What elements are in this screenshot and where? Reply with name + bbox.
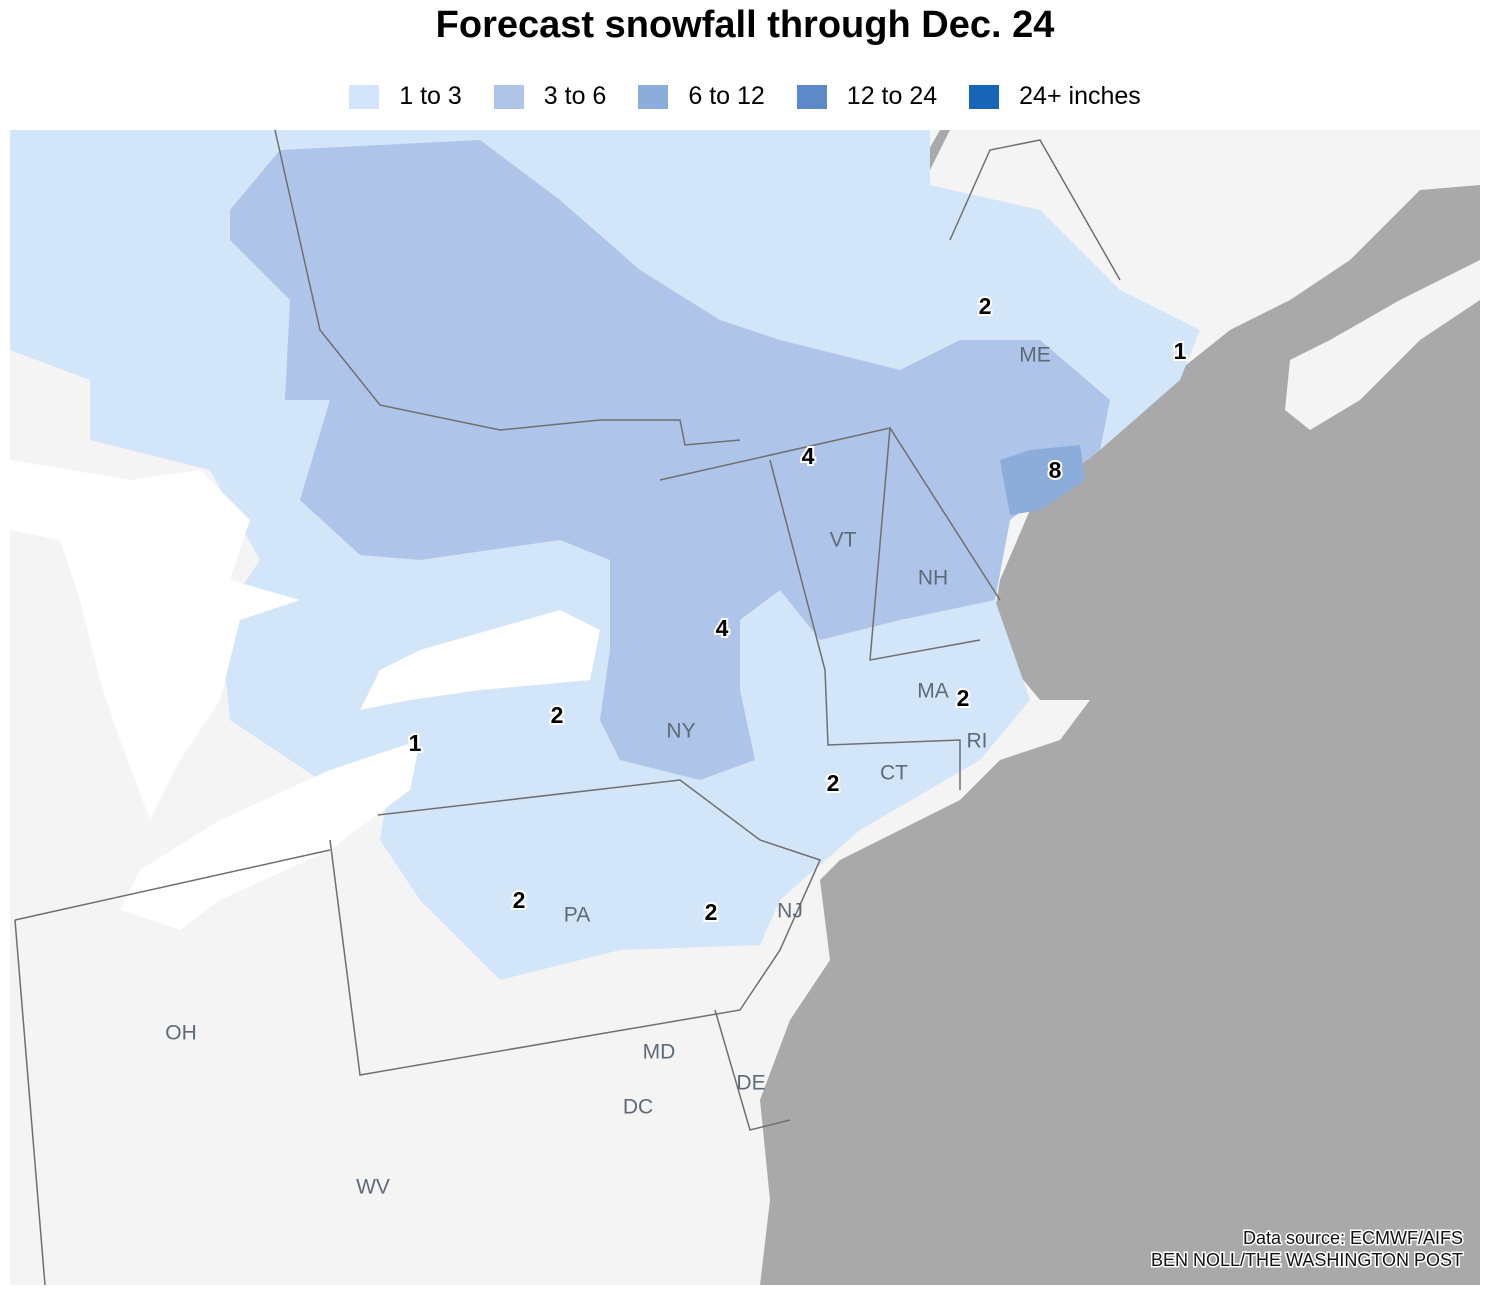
legend-swatch xyxy=(493,84,524,109)
legend-item: 6 to 12 xyxy=(638,82,765,111)
legend-swatch xyxy=(969,84,1000,109)
border xyxy=(869,427,981,661)
legend-label: 6 to 12 xyxy=(688,82,765,110)
snowfall-label: 2 xyxy=(827,770,840,796)
border xyxy=(274,129,741,446)
state-label: DE xyxy=(736,1072,765,1095)
legend-item: 3 to 6 xyxy=(493,82,607,111)
border xyxy=(949,139,1121,281)
snowfall-label: 4 xyxy=(802,443,815,469)
credit: BEN NOLL/THE WASHINGTON POST xyxy=(1151,1250,1463,1270)
state-label: ME xyxy=(1019,344,1051,367)
state-label: PA xyxy=(564,904,590,927)
legend-label: 1 to 3 xyxy=(399,82,462,110)
snow-zone xyxy=(1000,445,1085,515)
state-label: DC xyxy=(623,1096,653,1119)
state-label: VT xyxy=(830,529,857,552)
legend-swatch xyxy=(638,84,669,109)
border xyxy=(714,1009,791,1131)
nova-scotia xyxy=(1285,260,1480,430)
border xyxy=(14,919,46,1286)
title: Forecast snowfall through Dec. 24 xyxy=(435,4,1055,46)
snowfall-label: 8 xyxy=(1049,457,1062,483)
border xyxy=(769,459,961,790)
ocean xyxy=(760,185,1480,1285)
snow-zone xyxy=(230,140,1110,780)
legend-item: 1 to 3 xyxy=(349,82,462,111)
state-label: RI xyxy=(967,730,988,753)
lake-erie xyxy=(120,740,420,930)
legend-item: 24+ inches xyxy=(969,82,1141,111)
legend-label: 12 to 24 xyxy=(846,82,938,110)
state-label: WV xyxy=(356,1176,390,1199)
snowfall-label: 2 xyxy=(979,293,992,319)
lake-huron xyxy=(10,460,300,820)
legend-label: 24+ inches xyxy=(1019,82,1141,110)
source: Data source: ECMWF/AIFS xyxy=(1243,1228,1463,1248)
snowfall-label: 1 xyxy=(1174,338,1187,364)
snowfall-label: 2 xyxy=(957,685,970,711)
legend-label: 3 to 6 xyxy=(543,82,607,110)
border xyxy=(14,849,331,921)
border xyxy=(329,779,822,1076)
snowfall-label: 1 xyxy=(409,730,422,756)
state-label: MA xyxy=(917,680,949,703)
legend-item: 12 to 24 xyxy=(796,82,938,111)
snowfall-label: 4 xyxy=(716,615,729,641)
state-label: OH xyxy=(165,1022,197,1045)
labels: ME VT NH MA NY RI CT NJ PA OH MD DE DC WV 2 1 4 8 4 2 2 1 2 2 2 xyxy=(165,291,1188,1199)
legend: 1 to 3 3 to 6 6 to 12 12 to 24 24+ inches xyxy=(0,82,1490,111)
lake-ontario xyxy=(360,610,600,710)
snowfall-label: 2 xyxy=(513,887,526,913)
snowfall-label: 2 xyxy=(705,899,718,925)
state-label: NY xyxy=(666,720,695,743)
state-label: CT xyxy=(880,762,908,785)
snowfall-label: 2 xyxy=(551,702,564,728)
legend-swatch xyxy=(796,84,827,109)
state-label: MD xyxy=(643,1041,676,1064)
state-label: NJ xyxy=(777,900,803,923)
legend-swatch xyxy=(349,84,380,109)
state-label: NH xyxy=(918,567,948,590)
